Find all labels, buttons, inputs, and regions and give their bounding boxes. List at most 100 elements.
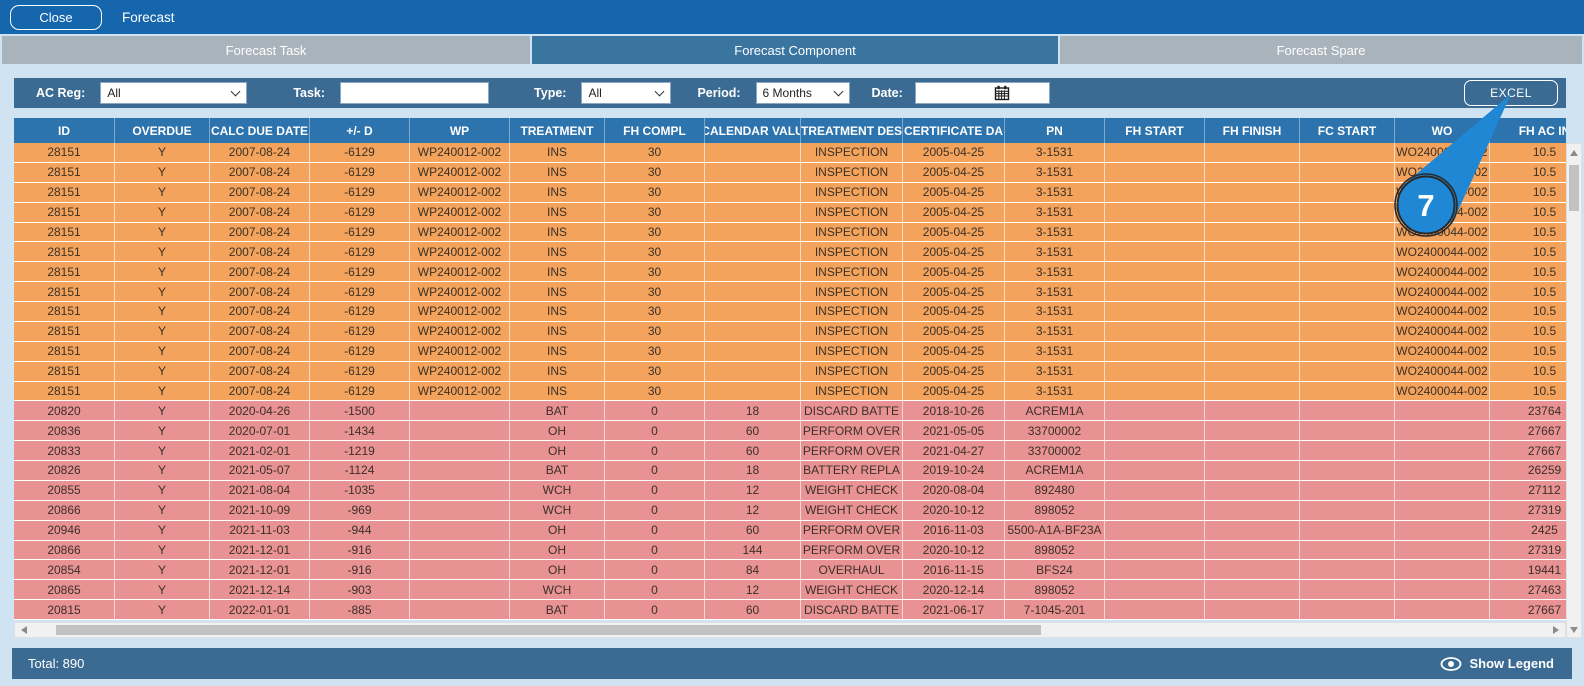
table-row[interactable]: 28151 Y 2007-08-24 -6129 WP240012-002 INS 30 IN… [14,302,1566,322]
scroll-right-arrow-icon[interactable] [1549,623,1563,637]
table-cell: 10.5 [1490,322,1566,341]
table-cell: INS [510,242,605,262]
table-row[interactable]: 20866 Y 2021-12-01 -916 OH 0 144 PERFORM OVER 20… [14,540,1566,561]
column-header[interactable]: FH COMPL [605,118,705,143]
table-cell: Y [115,421,210,441]
task-input[interactable] [340,82,490,104]
table-row[interactable]: 20833 Y 2021-02-01 -1219 OH 0 60 PERFORM OVER 20… [14,441,1566,461]
table-cell: WCH [510,580,605,600]
table-cell: 144 [705,540,801,560]
table-cell: 28151 [14,361,115,381]
table-row[interactable]: 20815 Y 2022-01-01 -885 BAT 0 60 DISCARD BATTE 2… [14,600,1566,620]
column-header[interactable]: PN [1005,118,1105,143]
column-header[interactable]: OVERDUE [115,118,210,143]
vertical-scrollbar[interactable] [1566,143,1582,638]
column-header[interactable]: FH AC IN [1490,118,1566,143]
column-header[interactable]: CALC DUE DATE [210,118,310,143]
horizontal-scrollbar-thumb[interactable] [56,625,1041,635]
table-cell: -916 [310,560,410,580]
table-cell: DISCARD BATTE [801,401,903,421]
table-cell: 10.5 [1490,203,1566,222]
column-header[interactable]: TREATMENT [510,118,605,143]
horizontal-scrollbar[interactable] [14,622,1566,638]
table-row[interactable]: 28151 Y 2007-08-24 -6129 WP240012-002 INS 30 IN… [14,162,1566,183]
table-cell: 20855 [14,480,115,500]
table-cell: 898052 [1005,580,1105,600]
table-cell: INSPECTION [801,182,903,202]
column-header[interactable]: WO [1395,118,1490,143]
table-row[interactable]: 20854 Y 2021-12-01 -916 OH 0 84 OVERHAUL 2016-11… [14,560,1566,581]
table-cell: 2007-08-24 [210,381,310,401]
table-row[interactable]: 20946 Y 2021-11-03 -944 OH 0 60 PERFORM OVER 201… [14,520,1566,541]
table-cell: WP240012-002 [410,262,510,282]
excel-export-button[interactable]: EXCEL [1464,80,1558,106]
table-row[interactable]: 20855 Y 2021-08-04 -1035 WCH 0 12 WEIGHT CHECK 2… [14,480,1566,501]
table-row[interactable]: 28151 Y 2007-08-24 -6129 WP240012-002 INS 30 IN… [14,222,1566,243]
column-header[interactable]: FH START [1105,118,1205,143]
table-row[interactable]: 20865 Y 2021-12-14 -903 WCH 0 12 WEIGHT CHECK 20… [14,580,1566,601]
table-row[interactable]: 28151 Y 2007-08-24 -6129 WP240012-002 INS 30 IN… [14,262,1566,283]
table-cell: 2005-04-25 [903,262,1005,282]
table-row[interactable]: 28151 Y 2007-08-24 -6129 WP240012-002 INS 30 IN… [14,182,1566,203]
table-row[interactable]: 28151 Y 2007-08-24 -6129 WP240012-002 INS 30 IN… [14,341,1566,362]
table-cell: INS [510,222,605,242]
column-header[interactable]: FH FINISH [1205,118,1300,143]
table-cell: 20865 [14,580,115,600]
period-select[interactable]: 6 Months [755,82,850,104]
table-row[interactable]: 28151 Y 2007-08-24 -6129 WP240012-002 INS 30 IN… [14,381,1566,402]
table-row[interactable]: 20820 Y 2020-04-26 -1500 BAT 0 18 DISCARD BATTE… [14,401,1566,422]
show-legend-toggle[interactable]: Show Legend [1440,656,1554,671]
date-input[interactable] [914,82,1050,104]
table-cell: Y [115,441,210,460]
scroll-left-arrow-icon[interactable] [17,623,31,637]
scroll-down-arrow-icon[interactable] [1567,623,1581,637]
table-row[interactable]: 28151 Y 2007-08-24 -6129 WP240012-002 INS 30 IN… [14,282,1566,302]
table-cell: 3-1531 [1005,262,1105,282]
table-row[interactable]: 28151 Y 2007-08-24 -6129 WP240012-002 INS 30 IN… [14,242,1566,263]
table-cell: 0 [605,500,705,520]
table-cell: -1124 [310,461,410,480]
table-cell: WO2400044-002 [1395,361,1490,381]
table-row[interactable]: 20866 Y 2021-10-09 -969 WCH 0 12 WEIGHT CHECK 20… [14,500,1566,521]
table-row[interactable]: 28151 Y 2007-08-24 -6129 WP240012-002 INS 30 IN… [14,321,1566,342]
table-row[interactable]: 20826 Y 2021-05-07 -1124 BAT 0 18 BATTERY REPLA… [14,461,1566,481]
column-header[interactable]: FC START [1300,118,1395,143]
table-cell: 3-1531 [1005,182,1105,202]
table-cell [1105,202,1205,222]
table-cell: -1219 [310,441,410,460]
column-header[interactable]: CERTIFICATE DA [903,118,1005,143]
tab-forecast-spare[interactable]: Forecast Spare [1060,36,1582,64]
tab-forecast-component[interactable]: Forecast Component [532,36,1058,64]
table-cell [1395,401,1490,421]
table-cell [1395,421,1490,441]
type-select[interactable]: All [581,82,672,104]
ac-reg-select[interactable]: All [100,82,248,104]
column-header[interactable]: TREATMENT DES [801,118,903,143]
table-cell: 10.5 [1490,362,1566,381]
scroll-up-arrow-icon[interactable] [1567,146,1581,160]
calendar-icon[interactable] [991,84,1012,102]
column-header[interactable]: ID [14,118,115,143]
tab-forecast-task[interactable]: Forecast Task [2,36,530,64]
column-header[interactable]: +/- D [310,118,410,143]
table-row[interactable]: 28151 Y 2007-08-24 -6129 WP240012-002 INS 30 IN… [14,361,1566,382]
table-cell [1105,500,1205,520]
table-row[interactable]: 28151 Y 2007-08-24 -6129 WP240012-002 INS 30 IN… [14,202,1566,223]
table-row[interactable]: 20836 Y 2020-07-01 -1434 OH 0 60 PERFORM OVER 20… [14,421,1566,442]
table-cell [705,282,801,301]
table-cell [1205,262,1300,282]
close-button[interactable]: Close [10,4,102,30]
table-cell: -6129 [310,321,410,341]
table-row[interactable]: 28151 Y 2007-08-24 -6129 WP240012-002 INS 30 IN… [14,143,1566,163]
table-cell: INS [510,143,605,162]
table-cell: PERFORM OVER [801,520,903,540]
table-cell: -969 [310,500,410,520]
table-cell [705,341,801,361]
table-cell: Y [115,461,210,480]
vertical-scrollbar-thumb[interactable] [1569,165,1579,211]
table-cell: INSPECTION [801,302,903,321]
column-header[interactable]: WP [410,118,510,143]
column-header[interactable]: CALENDAR VALU [705,118,801,143]
table-cell: 0 [605,560,705,580]
